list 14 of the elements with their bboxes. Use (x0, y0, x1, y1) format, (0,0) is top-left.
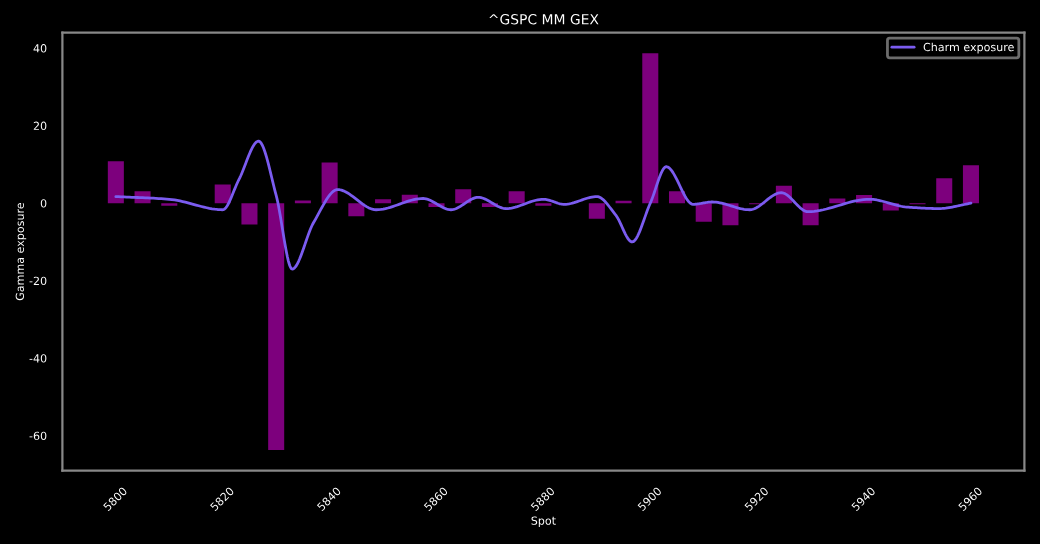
bar (241, 203, 258, 225)
bar (668, 191, 686, 204)
bar (508, 191, 525, 204)
bar (588, 203, 605, 219)
bar (962, 165, 979, 204)
bar (214, 184, 231, 204)
bar (107, 161, 124, 204)
bar (642, 53, 659, 204)
bar (455, 189, 472, 204)
bar (695, 203, 712, 222)
bar (936, 178, 953, 204)
bar (348, 203, 365, 217)
bar (321, 162, 338, 204)
bar (268, 203, 285, 451)
